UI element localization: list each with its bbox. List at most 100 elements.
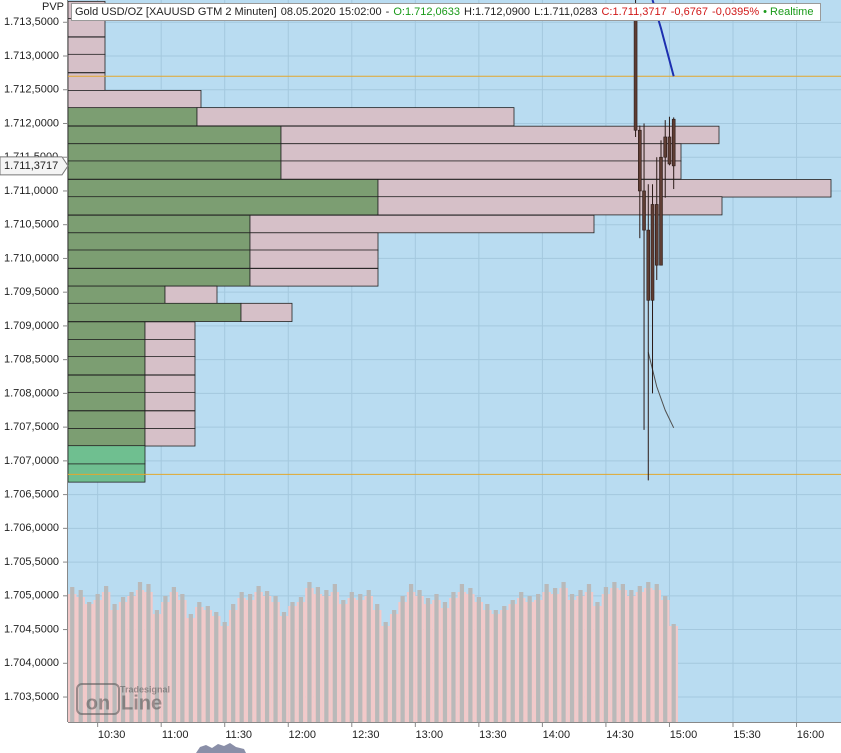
watermark: Tradesignal on Line [76, 683, 170, 715]
profile-buy [68, 107, 198, 127]
x-tick-label: 10:30 [98, 729, 126, 741]
y-tick-label: 1.712,0000 [4, 117, 59, 129]
y-tick-label: 1.710,0000 [4, 252, 59, 264]
volume-bar [197, 602, 202, 722]
profile-buy [68, 214, 251, 234]
y-tick-label: 1.708,5000 [4, 354, 59, 366]
volume-bar [112, 604, 117, 722]
profile-buy [68, 125, 282, 145]
volume-bar [78, 590, 83, 722]
volume-bar [222, 622, 227, 722]
volume-bar [603, 587, 609, 722]
chart-header: Gold USD/OZ [XAUUSD GTM 2 Minuten] 08.05.… [71, 3, 822, 21]
profile-sell [68, 53, 106, 73]
volume-bar [290, 602, 295, 722]
volume-bar [519, 592, 524, 722]
x-tick-label: 16:00 [797, 729, 825, 741]
volume-bar [315, 587, 321, 722]
profile-buy [68, 196, 379, 216]
volume-bar [425, 598, 431, 722]
candle-body [663, 136, 668, 158]
status: • Realtime [763, 6, 814, 18]
y-tick-label: 1.710,5000 [4, 219, 59, 231]
volume-bar [256, 586, 261, 722]
volume-bar [273, 596, 278, 722]
profile-buy [68, 302, 242, 322]
candle-body [654, 204, 659, 266]
y-tick-label: 1.704,0000 [4, 657, 59, 669]
candle-body [646, 229, 651, 301]
y-tick-label: 1.707,0000 [4, 455, 59, 467]
profile-buy [68, 321, 146, 340]
separator: - [385, 6, 390, 18]
change-pct: -0,0395% [712, 6, 760, 18]
profile-buy [68, 374, 146, 394]
x-tick-label: 11:00 [162, 729, 189, 741]
volume-bar [239, 592, 244, 722]
logo-box [76, 683, 120, 715]
volume-bar [578, 590, 583, 722]
profile-sell [196, 107, 515, 127]
volume-bar [70, 587, 75, 722]
volume-bar [442, 602, 448, 722]
profile-buy [68, 463, 146, 483]
x-tick-label: 11:30 [225, 729, 252, 741]
volume-bar [637, 586, 642, 722]
profile-buy [68, 160, 282, 180]
instrument: Gold USD/OZ [XAUUSD GTM 2 Minuten] [75, 6, 277, 18]
profile-buy [68, 179, 379, 198]
profile-sell [377, 196, 723, 216]
y-tick-label: 1.706,5000 [4, 489, 59, 501]
profile-sell [249, 232, 379, 251]
logo-mark: on [86, 692, 110, 714]
profile-sell [144, 410, 196, 429]
y-tick-label: 1.712,5000 [4, 84, 59, 96]
change: -0,6767 [670, 6, 709, 18]
y-tick-label: 1.711,0000 [4, 185, 58, 197]
volume-bar [104, 586, 109, 722]
volume-bar [349, 592, 354, 722]
navigator [196, 743, 246, 753]
last-price-label: 1.711,3717 [4, 160, 58, 172]
profile-buy [68, 391, 146, 411]
candle-body [633, 19, 638, 131]
y-tick-label: 1.709,5000 [4, 286, 59, 298]
volume-bar [468, 588, 473, 722]
y-tick-label: 1.708,0000 [4, 387, 59, 399]
logo-word: Line [121, 692, 162, 714]
volume-bar [87, 602, 92, 722]
profile-sell [164, 285, 218, 305]
profile-buy [68, 428, 146, 447]
profile-sell [144, 356, 196, 376]
volume-bar [671, 624, 676, 722]
y-tick-label: 1.705,0000 [4, 590, 59, 602]
last-price-marker [0, 156, 69, 176]
volume-bar [595, 602, 600, 722]
volume-bar [332, 584, 337, 722]
volume-bar [366, 590, 371, 722]
x-tick-label: 13:00 [416, 729, 444, 741]
plot-area [68, 0, 841, 722]
profile-buy [68, 445, 146, 465]
pvp-label: PVP [42, 1, 64, 13]
volume-bar [502, 606, 507, 722]
volume-bar [137, 582, 143, 722]
y-tick-label: 1.704,5000 [4, 623, 59, 635]
profile-buy [68, 268, 251, 287]
profile-sell [68, 72, 106, 91]
x-tick-label: 15:30 [733, 729, 761, 741]
volume-bar [188, 614, 193, 722]
volume-bar [663, 596, 668, 722]
profile-sell [240, 302, 293, 322]
volume-bar [307, 582, 312, 722]
datetime: 08.05.2020 15:02:00 [280, 6, 382, 18]
profile-sell [68, 36, 106, 56]
volume-bar [358, 594, 363, 722]
x-tick-label: 15:00 [670, 729, 698, 741]
candle-body [650, 204, 655, 301]
profile-sell [280, 143, 682, 162]
high: H:1.712,0900 [464, 6, 531, 18]
volume-bar [400, 596, 405, 722]
